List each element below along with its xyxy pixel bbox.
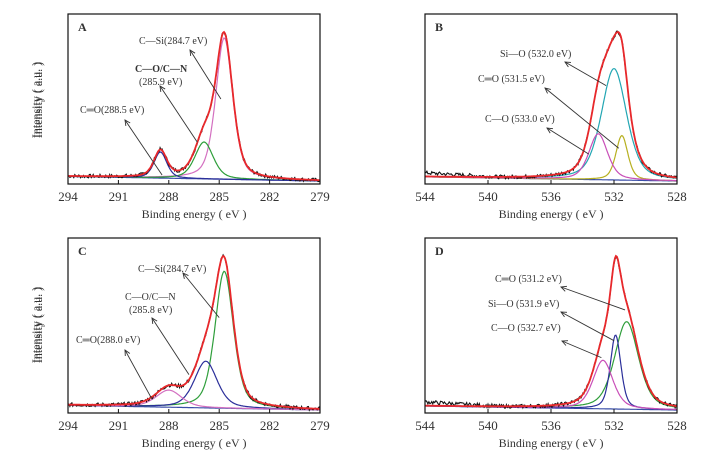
arrowhead-icon (124, 349, 131, 357)
arrowhead-icon (182, 272, 189, 279)
panel-c: 294 291 288 285 282 279 Binding energy ( eV ) I… (31, 237, 330, 450)
arrowhead-icon (124, 119, 131, 127)
x-tick-label: 285 (209, 418, 229, 433)
annotation-arrow (151, 317, 190, 375)
y-axis-label: Intensity ( a.u. ) (31, 62, 45, 138)
x-axis-label: Binding energy ( eV ) (499, 436, 604, 450)
annotation-arrow (159, 85, 198, 143)
arrowhead-icon (159, 85, 166, 93)
x-tick-label: 294 (58, 189, 78, 204)
annotation-arrow (182, 272, 220, 318)
panel-label: C (78, 244, 87, 258)
annotation-label: (285.8 eV) (129, 305, 172, 316)
x-axis-label: Binding energy ( eV ) (142, 207, 247, 221)
raw-data-line (67, 253, 321, 412)
y-axis-label: Intensity ( a.u. ) (29, 62, 43, 138)
annotation-arrow (189, 49, 222, 100)
annotation-label: C—Si(284.7 eV) (138, 264, 206, 275)
x-tick-label: 528 (667, 418, 687, 433)
arrowhead-icon (189, 49, 196, 57)
annotation-label: C—O/C—N (125, 292, 176, 303)
annotation-arrow (124, 349, 153, 400)
x-tick-label: 291 (109, 189, 129, 204)
x-tick-label: 544 (415, 418, 435, 433)
component-curve-2 (425, 359, 678, 411)
x-tick-label: 544 (415, 189, 435, 204)
annotation-arrow (546, 127, 590, 155)
annotation-label: C—Si(284.7 eV) (139, 36, 207, 47)
annotation-label: Si—O (531.9 eV) (488, 299, 559, 310)
panel-d: 544 540 536 532 528 Binding energy ( eV ) Inte… (29, 237, 687, 450)
x-tick-label: 532 (604, 189, 624, 204)
annotation-arrow (560, 311, 615, 342)
x-tick-label: 540 (478, 418, 498, 433)
arrowhead-icon (564, 61, 572, 68)
annotation-arrow (560, 286, 626, 311)
annotation-arrow (561, 340, 602, 359)
x-tick-label: 288 (159, 189, 179, 204)
panel-a: 294 291 288 285 282 279 Binding energy ( eV ) I… (31, 13, 330, 221)
arrowhead-icon (560, 285, 568, 292)
x-tick-label: 282 (260, 418, 280, 433)
x-tick-label: 540 (478, 189, 498, 204)
x-tick-label: 528 (667, 189, 687, 204)
annotation-label: C═O(288.5 eV) (80, 105, 144, 116)
y-axis-label: Intensity ( a.u. ) (29, 287, 43, 363)
component-curve-0 (425, 321, 678, 408)
component-curve-1 (425, 334, 678, 411)
arrowhead-icon (546, 127, 554, 134)
annotation-label: C—O/C—N (135, 64, 188, 75)
x-axis-label: Binding energy ( eV ) (142, 436, 247, 450)
annotation-label: C—O (532.7 eV) (491, 323, 561, 334)
envelope-fit-line (425, 31, 678, 179)
x-tick-label: 536 (541, 418, 561, 433)
x-axis-label: Binding energy ( eV ) (499, 207, 604, 221)
x-tick-label: 294 (58, 418, 78, 433)
arrowhead-icon (560, 311, 568, 318)
x-tick-label: 291 (109, 418, 129, 433)
y-axis-label: Intensity ( a.u. ) (31, 287, 45, 363)
annotation-arrow (564, 61, 607, 87)
arrowhead-icon (561, 340, 569, 346)
envelope-fit-line (68, 254, 320, 410)
annotation-arrow (124, 119, 163, 176)
panel-b: 544 540 536 532 528 Binding energy ( eV ) Inte… (29, 13, 687, 221)
arrowhead-icon (544, 87, 551, 94)
axes-frame (67, 237, 321, 414)
x-tick-label: 282 (260, 189, 280, 204)
x-tick-label: 279 (310, 418, 330, 433)
annotation-label: C═O (531.5 eV) (478, 74, 545, 85)
x-tick-label: 285 (209, 189, 229, 204)
annotation-label: (285.9 eV) (139, 77, 182, 88)
panel-label: D (435, 244, 444, 258)
x-tick-label: 532 (604, 418, 624, 433)
annotation-arrow (544, 87, 620, 149)
x-tick-label: 536 (541, 189, 561, 204)
annotation-label: C═O (531.2 eV) (495, 274, 562, 285)
annotation-label: C═O(288.0 eV) (76, 335, 140, 346)
x-tick-label: 288 (159, 418, 179, 433)
x-tick-label: 279 (310, 189, 330, 204)
axes-frame (67, 13, 321, 185)
arrowhead-icon (151, 317, 158, 325)
annotation-label: C—O (533.0 eV) (485, 114, 555, 125)
envelope-fit-line (67, 30, 320, 181)
annotation-label: Si—O (532.0 eV) (500, 49, 571, 60)
panel-label: B (435, 20, 443, 34)
panel-label: A (78, 20, 87, 34)
envelope-fit-line (425, 254, 678, 408)
